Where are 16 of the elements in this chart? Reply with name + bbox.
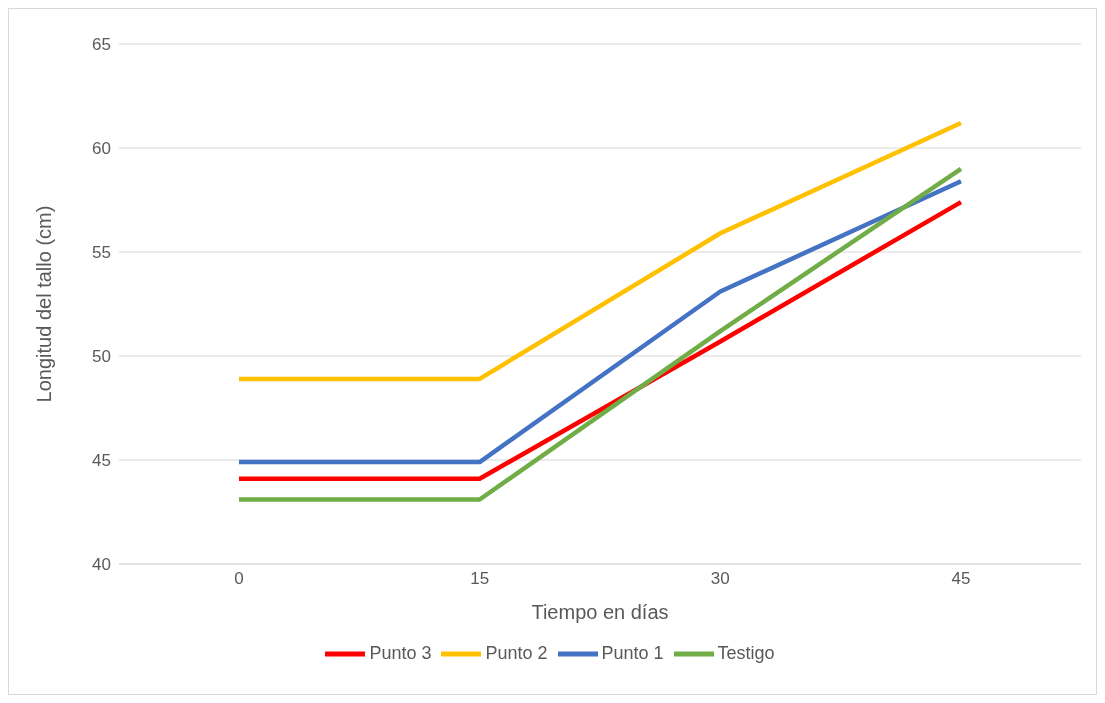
legend-label: Punto 1 xyxy=(601,642,664,663)
x-tick-label: 0 xyxy=(234,569,244,589)
y-tick-label: 45 xyxy=(92,451,111,471)
legend-label: Punto 2 xyxy=(485,642,548,663)
x-tick-label: 30 xyxy=(710,569,730,589)
x-tick-label: 15 xyxy=(470,569,490,589)
y-tick-label: 55 xyxy=(92,243,111,263)
y-axis-title: Longitud del tallo (cm) xyxy=(33,205,56,403)
x-axis-title: Tiempo en días xyxy=(531,601,669,623)
y-tick-label: 40 xyxy=(92,555,111,575)
y-tick-label: 50 xyxy=(92,347,111,367)
y-tick-label: 65 xyxy=(92,35,111,55)
legend-label: Testigo xyxy=(717,642,775,663)
x-tick-label: 45 xyxy=(951,569,971,589)
legend-label: Punto 3 xyxy=(369,642,432,663)
y-tick-label: 60 xyxy=(92,139,111,159)
